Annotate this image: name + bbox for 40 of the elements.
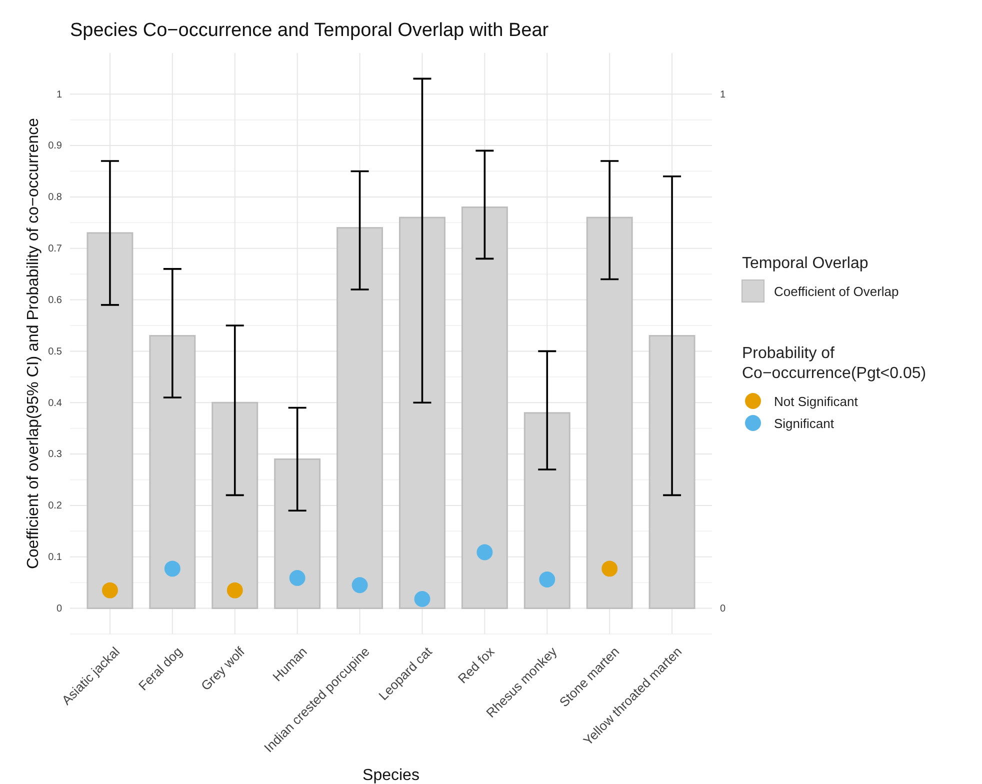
x-axis-title: Species: [362, 767, 420, 784]
y-tick-label: 0.6: [48, 294, 62, 306]
y-tick-label: 0.5: [48, 346, 62, 358]
point: [352, 577, 368, 594]
bar: [149, 335, 196, 610]
point: [602, 560, 618, 577]
point: [476, 544, 493, 560]
y-tick-label: 0.7: [48, 244, 62, 255]
y-tick-label: 0.4: [48, 398, 62, 409]
bar: [86, 232, 134, 610]
text: Probability of Co−occurrence(Pgt<0.05): [742, 345, 926, 382]
chart-title: Species Co−occurrence and Temporal Overlap with Bear: [70, 20, 550, 41]
y-tick-label: 0.1: [48, 552, 62, 564]
y2-tick-label: 1: [720, 89, 726, 100]
legend-label: Not Significant: [774, 394, 858, 409]
y-tick-label: 0.3: [48, 449, 62, 460]
y-tick-label: 1: [56, 89, 62, 100]
y-tick-label: 0.9: [48, 140, 62, 152]
bar: [524, 412, 570, 610]
point: [289, 570, 306, 586]
legend-label: Significant: [774, 416, 834, 431]
y-axis-title: Coefficient of overlap(95% CI) and Probability of co−occurrence: [25, 118, 42, 570]
bar: [586, 216, 633, 610]
y-tick-label: 0.2: [48, 500, 62, 512]
bar: [648, 335, 696, 610]
point: [164, 560, 180, 577]
bar: [461, 206, 508, 610]
point: [539, 572, 556, 588]
legend-label: Coefficient of Overlap: [774, 284, 899, 299]
y-tick-label: 0.8: [48, 192, 62, 204]
point: [414, 591, 430, 607]
bar: [212, 402, 258, 610]
y2-tick-label: 0: [720, 603, 726, 614]
point: [102, 582, 118, 598]
point: [226, 582, 243, 598]
y-tick-label: 0: [56, 603, 62, 614]
bar: [398, 216, 446, 610]
legend-title: Temporal Overlap: [742, 255, 868, 272]
bar: [336, 227, 384, 610]
bar: [274, 458, 321, 610]
